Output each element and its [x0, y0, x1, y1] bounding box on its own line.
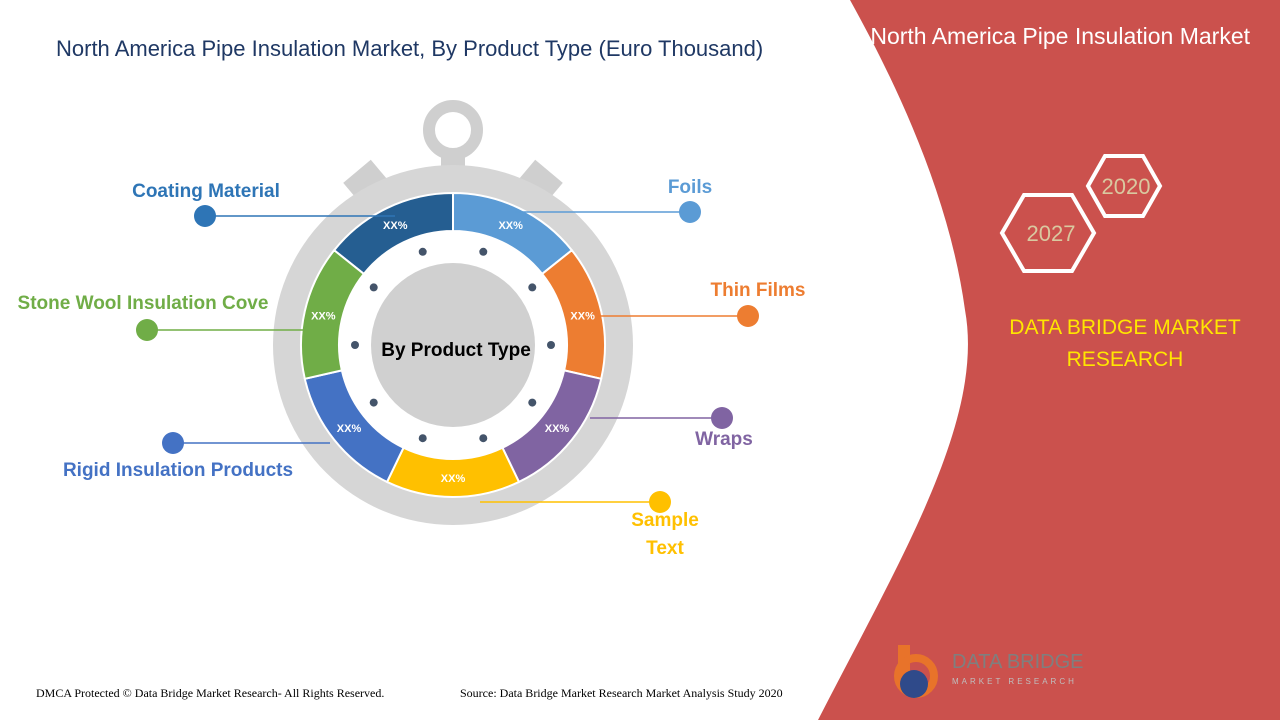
face-dot	[528, 283, 537, 292]
segment-value: XX%	[441, 473, 466, 485]
face-dot	[479, 434, 488, 443]
leader-dot	[737, 305, 759, 327]
segment-label: Wraps	[695, 429, 753, 450]
face-dot	[418, 434, 427, 443]
leader-dot	[649, 491, 671, 513]
year: 2027	[1027, 221, 1076, 246]
watch-button	[517, 159, 563, 205]
leader-dot	[136, 319, 158, 341]
center-label: By Product Type	[381, 340, 531, 361]
face-dot	[369, 283, 378, 292]
leader-dot	[162, 432, 184, 454]
segment-value: XX%	[545, 423, 570, 435]
hexagon	[1085, 154, 1163, 218]
footer-source: Source: Data Bridge Market Research Mark…	[460, 686, 783, 700]
segment-value: XX%	[337, 423, 362, 435]
watch-ring	[423, 100, 483, 160]
face-dot	[351, 341, 359, 349]
sidebar-panel	[818, 0, 1280, 720]
face-dot	[418, 247, 427, 256]
face-dot	[528, 398, 537, 407]
face-dot	[479, 247, 488, 256]
leader-dot	[711, 407, 733, 429]
leader-dot	[679, 201, 701, 223]
logo-name: DATA BRIDGE	[952, 651, 1084, 673]
logo: DATA BRIDGE MARKET RESEARCH	[894, 645, 1084, 698]
segment-label: Thin Films	[710, 280, 806, 301]
logo-tagline: MARKET RESEARCH	[952, 677, 1077, 686]
segment-label: Coating Material	[132, 181, 280, 202]
year: 2020	[1102, 174, 1151, 199]
segment-label: Sample Text	[631, 510, 699, 559]
face-dot	[369, 398, 378, 407]
segment-value: XX%	[570, 310, 595, 322]
center-disc	[371, 263, 535, 427]
sidebar-brand: DATA BRIDGE MARKET RESEARCH	[1009, 316, 1241, 371]
segment-value: XX%	[311, 310, 336, 322]
segment-value: XX%	[383, 220, 408, 232]
footer-note: DMCA Protected © Data Bridge Market Rese…	[36, 686, 385, 700]
segment-label: Stone Wool Insulation Cove	[17, 293, 269, 314]
hexagon	[999, 193, 1097, 273]
segment	[300, 248, 366, 381]
face-dot	[547, 341, 555, 349]
segment-label: Foils	[667, 177, 713, 198]
segment-value: XX%	[498, 220, 523, 232]
logo-mark	[900, 670, 928, 698]
leader-dot	[194, 205, 216, 227]
chart-title: North America Pipe Insulation Market, By…	[56, 36, 764, 61]
segment-ring: XX% XX% XX% XX% XX% XX% XX%	[300, 191, 606, 498]
sidebar-title: North America Pipe Insulation Market	[870, 23, 1250, 49]
watch-button	[343, 159, 389, 205]
segment-label: Rigid Insulation Products	[62, 460, 294, 481]
